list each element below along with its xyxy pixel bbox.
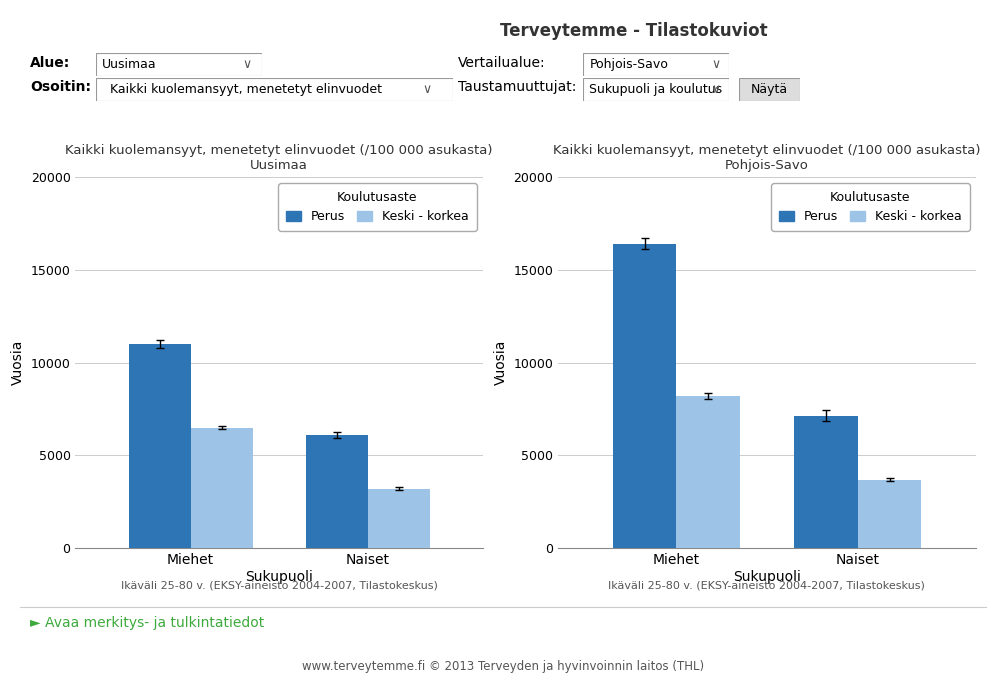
Text: Osoitin:: Osoitin: [30, 80, 92, 94]
Text: ► Avaa merkitys- ja tulkintatiedot: ► Avaa merkitys- ja tulkintatiedot [30, 616, 265, 631]
Bar [306, 435, 368, 548]
Legend: Perus, Keski - korkea: Perus, Keski - korkea [771, 183, 970, 231]
Text: ∨: ∨ [423, 82, 432, 96]
Text: www.terveytemme.fi © 2013 Terveyden ja hyvinvoinnin laitos (THL): www.terveytemme.fi © 2013 Terveyden ja h… [302, 660, 704, 673]
Title: Kaikki kuolemansyyt, menetetyt elinvuodet (/100 000 asukasta)
Uusimaa: Kaikki kuolemansyyt, menetetyt elinvuode… [65, 144, 493, 172]
X-axis label: Sukupuoli: Sukupuoli [733, 570, 801, 584]
Text: Uusimaa: Uusimaa [103, 58, 157, 72]
Bar [190, 428, 253, 548]
X-axis label: Sukupuoli: Sukupuoli [245, 570, 313, 584]
Text: ∨: ∨ [711, 82, 720, 96]
Text: Sukupuoli ja koulutus: Sukupuoli ja koulutus [590, 82, 722, 96]
Text: Kaikki kuolemansyyt, menetetyt elinvuodet: Kaikki kuolemansyyt, menetetyt elinvuode… [110, 82, 382, 96]
Text: ∨: ∨ [711, 58, 720, 72]
Bar [858, 479, 921, 548]
Text: Alue:: Alue: [30, 56, 70, 69]
Bar [676, 396, 739, 548]
Y-axis label: Vuosia: Vuosia [11, 340, 25, 385]
Bar [129, 344, 190, 548]
Text: Terveytemme - Tilastokuviot: Terveytemme - Tilastokuviot [500, 22, 768, 39]
Text: Pohjois-Savo: Pohjois-Savo [590, 58, 668, 72]
Y-axis label: Vuosia: Vuosia [494, 340, 508, 385]
Text: Taustamuuttujat:: Taustamuuttujat: [458, 80, 576, 94]
Legend: Perus, Keski - korkea: Perus, Keski - korkea [278, 183, 477, 231]
Bar [613, 244, 676, 548]
Text: Vertailualue:: Vertailualue: [458, 56, 545, 69]
Title: Kaikki kuolemansyyt, menetetyt elinvuodet (/100 000 asukasta)
Pohjois-Savo: Kaikki kuolemansyyt, menetetyt elinvuode… [553, 144, 981, 172]
Text: Näytä: Näytä [751, 82, 788, 96]
Bar [795, 415, 858, 548]
Text: Ikäväli 25-80 v. (EKSY-aineisto 2004-2007, Tilastokeskus): Ikäväli 25-80 v. (EKSY-aineisto 2004-200… [609, 580, 925, 590]
Text: Ikäväli 25-80 v. (EKSY-aineisto 2004-2007, Tilastokeskus): Ikäväli 25-80 v. (EKSY-aineisto 2004-200… [122, 580, 438, 590]
Bar [368, 489, 430, 548]
Text: ∨: ∨ [242, 58, 252, 72]
